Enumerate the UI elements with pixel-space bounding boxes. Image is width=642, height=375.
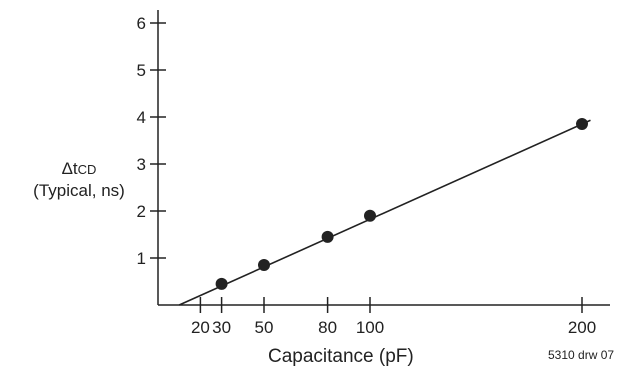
y-axis-label-delta: Δ (61, 159, 73, 178)
y-axis-label: ΔtCD (Typical, ns) (4, 158, 154, 201)
y-axis-label-line2: (Typical, ns) (33, 181, 125, 200)
x-tick-label: 50 (255, 318, 274, 337)
data-point (321, 230, 334, 243)
drawing-note: 5310 drw 07 (548, 348, 615, 362)
x-tick-label: 200 (568, 318, 596, 337)
x-tick-label: 20 (191, 318, 210, 337)
y-axis-label-line1: ΔtCD (4, 158, 154, 180)
y-tick-label: 6 (137, 14, 146, 33)
series-group (178, 118, 591, 306)
y-tick-label: 4 (137, 108, 146, 127)
y-axis-label-subscript: CD (77, 162, 97, 177)
data-point (576, 118, 588, 131)
fit-line (178, 119, 591, 306)
y-tick-label: 1 (137, 249, 146, 268)
axes (157, 10, 610, 306)
y-ticks: 1 2 3 4 5 6 (137, 14, 166, 268)
data-point (364, 209, 376, 222)
y-tick-label: 2 (137, 202, 146, 221)
x-ticks: 20 30 50 80 100 200 (191, 297, 596, 337)
y-axis-label-t: t (72, 159, 78, 178)
x-tick-label: 80 (318, 318, 337, 337)
y-tick-label: 5 (137, 61, 146, 80)
y-tick-label: 3 (137, 155, 146, 174)
data-point (258, 259, 270, 272)
x-tick-label: 30 (212, 318, 231, 337)
x-axis-label: Capacitance (pF) (268, 346, 414, 367)
x-tick-label: 100 (356, 318, 384, 337)
data-point (215, 277, 228, 290)
